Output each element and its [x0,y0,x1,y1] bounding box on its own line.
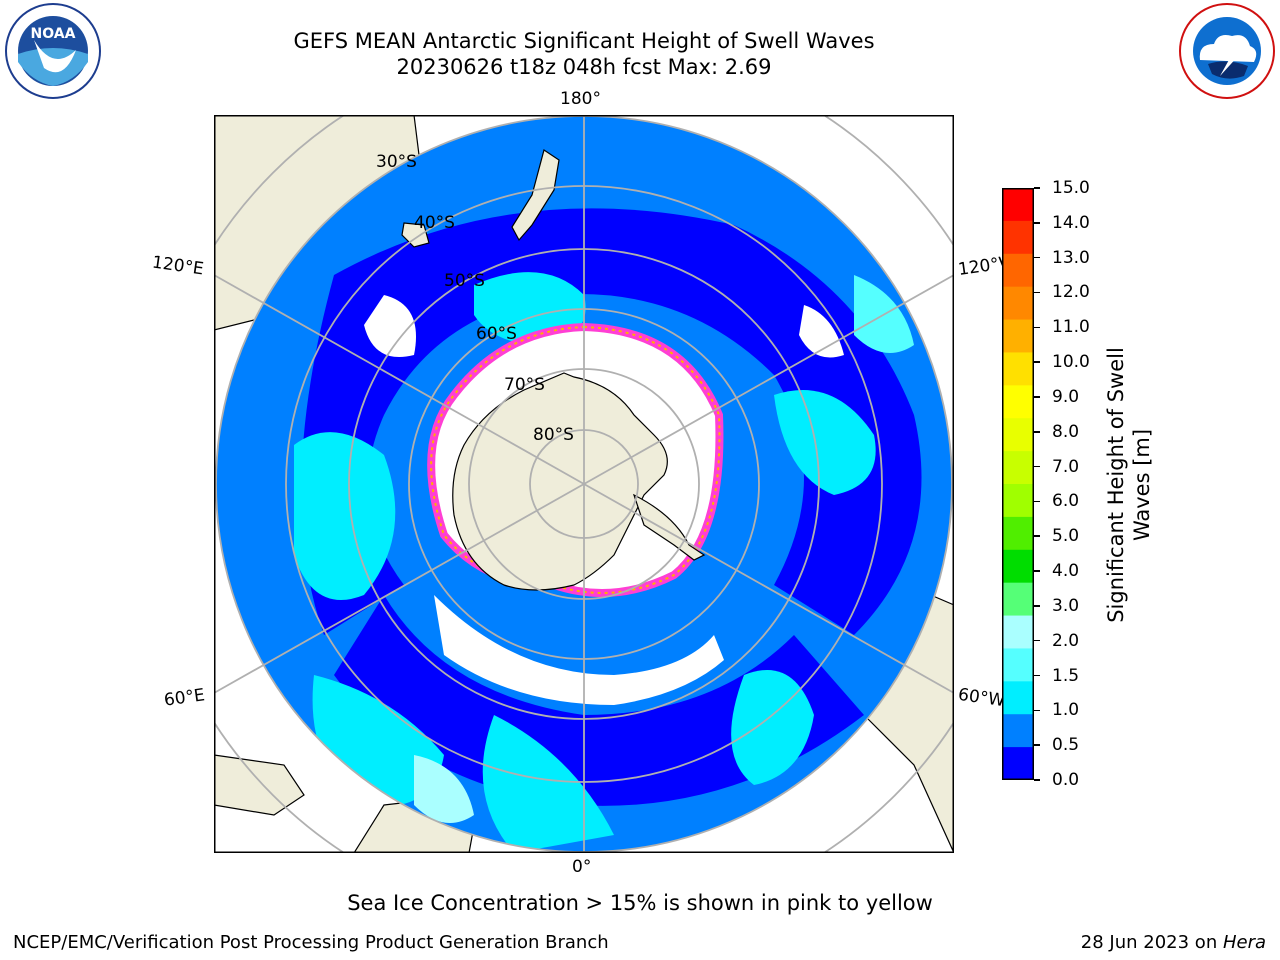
colorbar-tick-mark [1034,535,1040,537]
colorbar-tick-label: 5.0 [1052,526,1080,547]
colorbar-segment [1002,615,1034,649]
colorbar-tick-label: 4.0 [1052,561,1080,582]
colorbar [1002,188,1034,781]
footer-host: Hera [1222,932,1266,953]
chart-title: GEFS MEAN Antarctic Significant Height o… [293,29,875,53]
colorbar-tick-label: 13.0 [1052,247,1090,268]
meridian-label-0: 0° [572,857,592,877]
colorbar-segment [1002,516,1034,551]
colorbar-tick-mark [1034,674,1040,677]
land-tasmania [401,222,430,248]
parallel-label-30s: 30°S [376,152,417,172]
land-antarctic-peninsula [632,493,706,561]
meridian-label-180: 180° [560,89,601,109]
national-weather-service-logo [1178,2,1276,100]
colorbar-tick-mark [1034,570,1040,572]
colorbar-tick-label: 8.0 [1052,421,1080,442]
colorbar-tick-label: 0.0 [1052,770,1080,790]
colorbar-tick-mark [1034,396,1040,398]
colorbar-frame [1002,188,1034,780]
parallel-label-40s: 40°S [414,213,455,233]
colorbar-tick-mark [1034,465,1040,468]
colorbar-segment [1002,418,1034,452]
footer-date: 28 Jun 2023 on [1080,932,1223,953]
colorbar-segment [1002,747,1034,781]
colorbar-segment [1002,253,1034,288]
colorbar-segment [1002,582,1034,617]
colorbar-segment [1002,188,1034,222]
colorbar-segment [1002,714,1034,748]
colorbar-tick-label: 15.0 [1052,178,1090,198]
colorbar-segment [1002,484,1034,518]
colorbar-tick-mark [1034,291,1040,294]
land-africa [214,754,305,816]
colorbar-segment [1002,286,1034,321]
colorbar-segment [1002,319,1034,353]
colorbar-tick-mark [1034,222,1040,224]
colorbar-tick-mark [1034,431,1040,433]
colorbar-label-line2: Waves [m] [1130,428,1154,542]
colorbar-tick-mark [1034,709,1040,712]
colorbar-segment [1002,352,1034,386]
colorbar-segment [1002,385,1034,419]
colorbar-label-line1: Significant Height of Swell [1104,347,1128,623]
colorbar-tick-mark [1034,326,1040,329]
footer-timestamp: 28 Jun 2023 on Hera [1081,932,1266,953]
parallel-label-80s: 80°S [533,425,574,445]
colorbar-tick-label: 6.0 [1052,491,1080,512]
colorbar-tick-label: 14.0 [1052,212,1090,233]
footer-branch: NCEP/EMC/Verification Post Processing Pr… [13,932,609,953]
colorbar-segment [1002,549,1034,584]
polar-map [214,115,954,853]
meridian-label-120e: 120°E [150,252,205,280]
land-new-zealand [511,149,560,242]
polar-map-svg [214,115,954,853]
colorbar-tick-label: 11.0 [1052,317,1090,338]
colorbar-segment [1002,648,1034,682]
colorbar-tick-mark [1034,779,1040,781]
colorbar-tick-mark [1034,605,1040,607]
parallel-label-60s: 60°S [476,324,517,344]
colorbar-segment [1002,220,1034,255]
colorbar-tick-label: 7.0 [1052,456,1080,477]
colorbar-segment [1002,451,1034,485]
noaa-logo-text: NOAA [31,26,76,42]
colorbar-tick-mark [1034,361,1040,363]
colorbar-tick-label: 2.0 [1052,630,1080,651]
colorbar-svg [1002,188,1034,781]
sea-ice-note: Sea Ice Concentration > 15% is shown in … [347,891,933,915]
colorbar-tick-label: 12.0 [1052,282,1090,303]
chart-subtitle: 20230626 t18z 048h fcst Max: 2.69 [396,55,772,79]
colorbar-tick-label: 1.0 [1052,700,1080,721]
colorbar-tick-label: 10.0 [1052,352,1090,373]
colorbar-tick-mark [1034,639,1040,642]
noaa-logo: NOAA [4,2,102,100]
meridian-label-60w: 60°W [956,684,1007,712]
colorbar-tick-label: 9.0 [1052,386,1080,407]
map-frame [214,115,954,853]
colorbar-tick-label: 1.5 [1052,665,1080,686]
colorbar-tick-mark [1034,256,1040,259]
colorbar-tick-label: 3.0 [1052,595,1080,616]
colorbar-tick-label: 0.5 [1052,735,1080,756]
colorbar-segment [1002,681,1034,715]
meridian-label-60e: 60°E [162,685,207,711]
colorbar-tick-mark [1034,500,1040,503]
parallel-label-70s: 70°S [504,375,545,395]
colorbar-tick-mark [1034,744,1040,746]
colorbar-tick-mark [1034,187,1040,189]
parallel-label-50s: 50°S [444,271,485,291]
